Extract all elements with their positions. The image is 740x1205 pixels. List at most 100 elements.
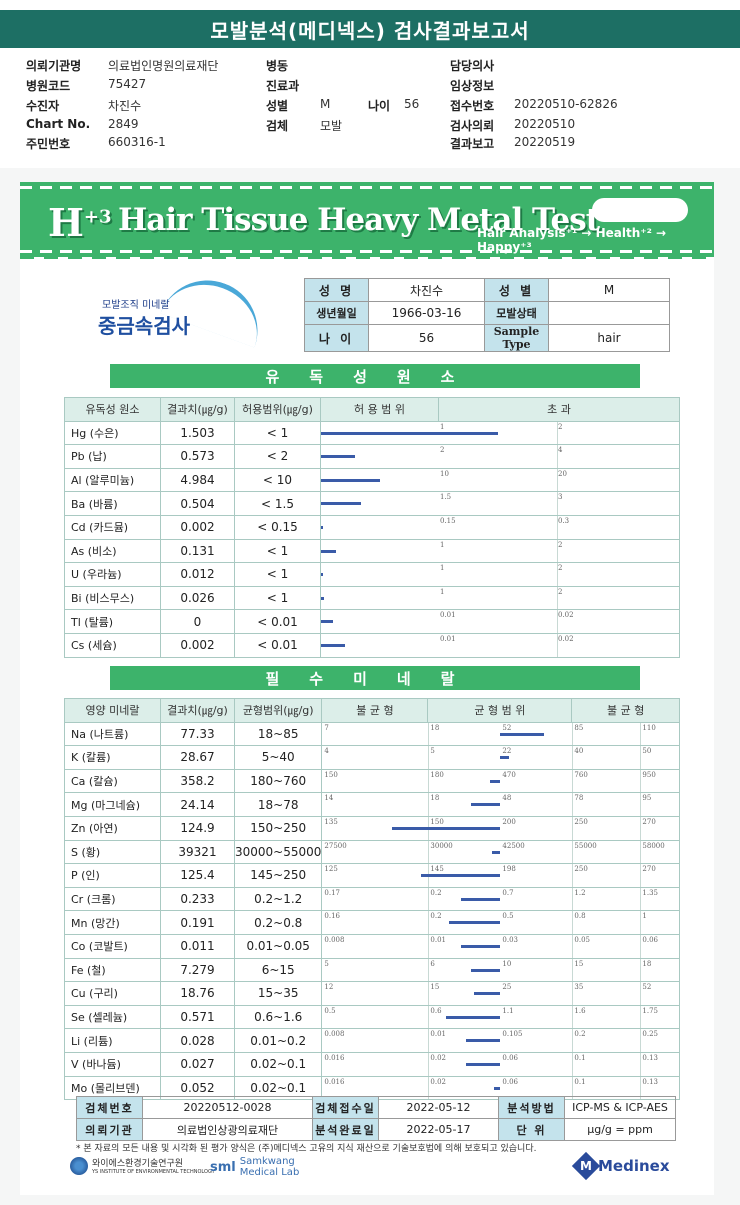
- element-name: Ba (바륨): [64, 491, 161, 516]
- ys-institute-name: 와이에스환경기술연구원: [92, 1159, 184, 1169]
- element-name: Zn (아연): [64, 815, 161, 841]
- grid-line: [557, 421, 558, 445]
- grid-line: [428, 1052, 430, 1076]
- grid-line: [428, 746, 430, 769]
- table-row: Cs (세슘) 0.002 < 0.01 0.01 0.02: [64, 632, 680, 658]
- info-label: 수진자: [26, 99, 60, 113]
- toxic-element-table: 유독성 원소 결과치(㎍/g) 허용범위(㎍/g) 허 용 범 위 초 과 Hg…: [64, 397, 680, 658]
- info-value: 모발: [320, 119, 343, 133]
- banner-pill: [592, 198, 688, 222]
- scale-mark: 2: [440, 446, 445, 455]
- bar-cell: 0.01 0.02: [320, 609, 680, 634]
- scale-mark: 3: [558, 493, 563, 502]
- info-label: 검사의뢰: [450, 119, 495, 133]
- result-bar: [321, 596, 325, 600]
- scale-mark: 0.2: [574, 1030, 586, 1039]
- col-header: 균형범위(㎍/g): [233, 698, 323, 723]
- method: ICP-MS & ICP-AES: [564, 1096, 676, 1119]
- scale-mark: 42500: [502, 841, 525, 850]
- scale-mark: 0.02: [430, 1077, 446, 1086]
- bar-cell: 0.16 0.2 0.5 0.8 1: [321, 910, 680, 935]
- grid-line: [572, 911, 574, 934]
- grid-line: [572, 840, 574, 864]
- bar-cell: 0.01 0.02: [320, 632, 680, 658]
- scale-mark: 135: [324, 817, 338, 826]
- col-header: 초 과: [438, 397, 680, 422]
- bar-cell: 150 180 470 760 950: [321, 768, 680, 794]
- bar-cell: 12 15 25 35 52: [321, 981, 680, 1006]
- allowed-range: < 1: [234, 538, 321, 564]
- scale-mark: 30000: [430, 841, 453, 850]
- test-no-label: 검체번호: [76, 1096, 143, 1119]
- grid-line: [557, 468, 558, 492]
- method-label: 분석방법: [498, 1096, 565, 1119]
- scale-mark: 0.1: [574, 1077, 586, 1086]
- element-name: Li (리튬): [64, 1028, 161, 1053]
- result-bar: [491, 850, 501, 854]
- table-row: K (칼륨) 28.67 5~40 4 5 22 40 50: [64, 745, 680, 770]
- grid-line: [640, 1052, 642, 1076]
- element-name: Na (나트륨): [64, 721, 161, 747]
- col-header: 균 형 범 위: [427, 698, 573, 723]
- balance-range: 150~250: [233, 815, 323, 841]
- grid-line: [428, 982, 430, 1005]
- grid-line: [557, 586, 558, 610]
- scale-mark: 7: [324, 723, 329, 732]
- element-name: Mo (몰리브덴): [64, 1075, 161, 1101]
- grid-line: [428, 958, 430, 982]
- grid-line: [640, 934, 642, 958]
- grid-line: [572, 1029, 574, 1052]
- medinex-logo: M Medinex: [571, 1151, 670, 1181]
- element-name: V (바나듐): [64, 1051, 161, 1077]
- result-bar: [421, 874, 501, 878]
- info-value: 2849: [108, 117, 139, 131]
- scale-mark: 48: [502, 794, 512, 803]
- scale-mark: 5: [430, 747, 435, 756]
- scale-mark: 0.1: [574, 1053, 586, 1062]
- result-bar: [321, 573, 323, 577]
- table-row: Mn (망간) 0.191 0.2~0.8 0.16 0.2 0.5 0.8 1: [64, 910, 680, 935]
- table-row: Cr (크롬) 0.233 0.2~1.2 0.17 0.2 0.7 1.2 1.35: [64, 886, 680, 912]
- element-name: Cd (카드뮴): [64, 514, 161, 540]
- scale-mark: 50: [642, 747, 652, 756]
- samkwang-icon: sml: [210, 1159, 236, 1175]
- grid-line: [557, 610, 558, 633]
- scale-mark: 0.3: [558, 516, 570, 525]
- grid-line: [572, 769, 574, 793]
- logo-big-text: 중금속검사: [98, 314, 190, 338]
- scale-mark: 58000: [642, 841, 665, 850]
- col-header: 결과치(㎍/g): [160, 397, 235, 422]
- col-header: 불 균 형: [321, 698, 429, 723]
- grid-line: [572, 1076, 574, 1100]
- bar-cell: 1.5 3: [320, 491, 680, 516]
- patient-dob: 1966-03-16: [368, 301, 485, 325]
- info-label: 병원코드: [26, 79, 71, 93]
- scale-mark: 0.06: [502, 1053, 518, 1062]
- result-value: 0.131: [160, 538, 235, 564]
- balance-range: 0.01~0.2: [233, 1028, 323, 1053]
- element-name: Mn (망간): [64, 910, 161, 935]
- banner-stripe: [20, 250, 714, 253]
- analysis-info-table: 검체번호 20220512-0028 검체접수일 2022-05-12 분석방법…: [76, 1096, 676, 1141]
- grid-line: [557, 633, 558, 657]
- col-header: 허용범위(㎍/g): [234, 397, 321, 422]
- table-row: Se (셀레늄) 0.571 0.6~1.6 0.5 0.6 1.1 1.6 1.75: [64, 1004, 680, 1030]
- element-name: Mg (마그네슘): [64, 792, 161, 817]
- scale-mark: 0.03: [502, 935, 518, 944]
- bar-cell: 4 5 22 40 50: [321, 745, 680, 770]
- scale-mark: 4: [324, 747, 329, 756]
- result-bar: [470, 968, 501, 972]
- samkwang-logo: sml Samkwang Medical Lab: [210, 1156, 310, 1178]
- scale-mark: 0.25: [642, 1030, 658, 1039]
- scale-mark: 125: [324, 865, 338, 874]
- grid-line: [428, 911, 430, 934]
- scale-mark: 27500: [324, 841, 347, 850]
- grid-line: [428, 722, 430, 746]
- element-name: As (비소): [64, 538, 161, 564]
- result-bar: [321, 502, 361, 506]
- element-name: Ca (칼슘): [64, 768, 161, 794]
- grid-line: [572, 793, 574, 816]
